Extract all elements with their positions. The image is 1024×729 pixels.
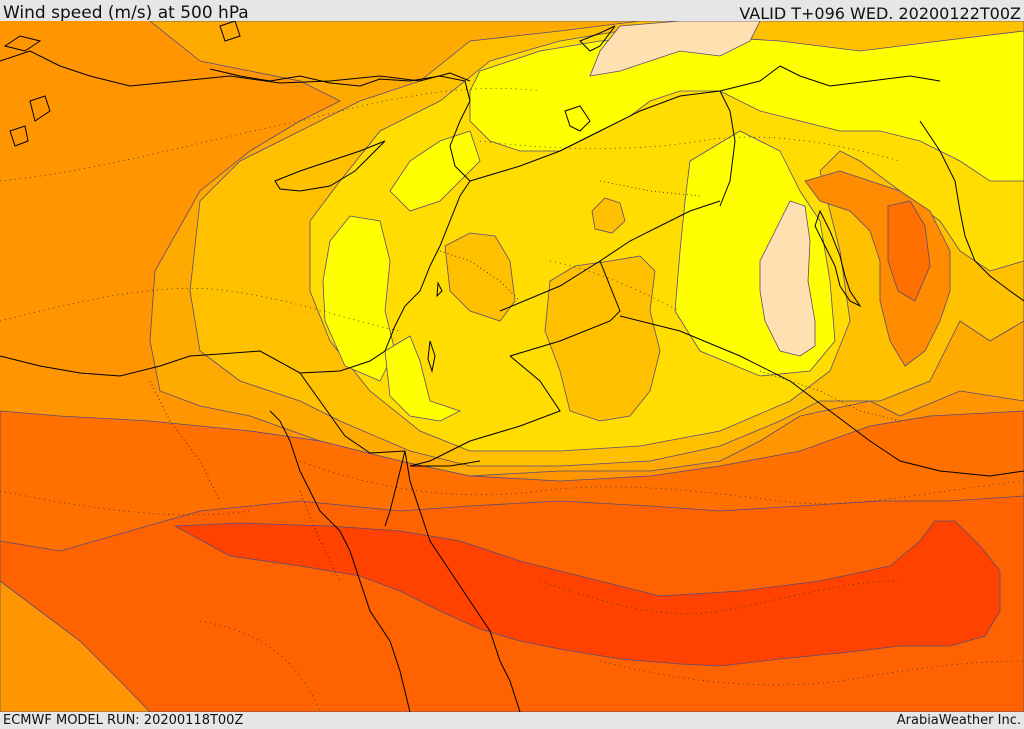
valid-time-label: VALID T+096 WED. 20200122T00Z xyxy=(739,4,1021,23)
field-gold-patch-small xyxy=(591,197,626,234)
field-band-peach-central xyxy=(759,200,816,357)
field-light-orange-sw xyxy=(0,580,151,712)
field-jet-core xyxy=(173,520,1001,667)
footer-bar: ECMWF MODEL RUN: 20200118T00Z ArabiaWeat… xyxy=(0,712,1024,729)
field-band-peach-north xyxy=(589,21,761,77)
field-gold-patch-jordan xyxy=(544,255,661,422)
dotted-borders xyxy=(149,180,901,582)
coastlines xyxy=(0,21,1024,712)
field-dark-orange-core-east xyxy=(887,200,931,302)
credit-label: ArabiaWeather Inc. xyxy=(896,713,1021,728)
field-band-yellow-sinai xyxy=(384,335,462,422)
field-band-yellow-north xyxy=(389,130,481,212)
field-gold-patch-syria xyxy=(444,232,516,322)
political-borders xyxy=(299,65,1024,477)
map-title: Wind speed (m/s) at 500 hPa xyxy=(3,3,249,23)
header-bar: Wind speed (m/s) at 500 hPa VALID T+096 … xyxy=(0,0,1024,23)
model-run-label: ECMWF MODEL RUN: 20200118T00Z xyxy=(3,713,244,728)
dotted-contours xyxy=(0,87,1024,712)
map-canvas xyxy=(0,21,1024,712)
wind-speed-map[interactable] xyxy=(0,21,1024,712)
